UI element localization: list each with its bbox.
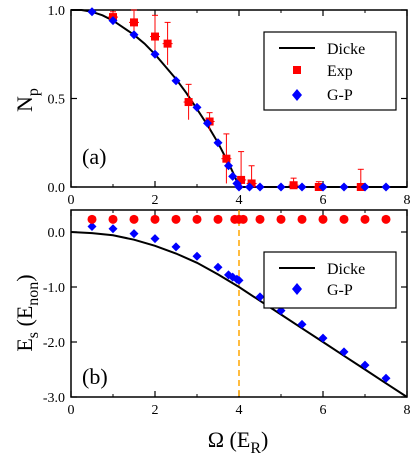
panel-b-point-red-dot (276, 214, 286, 224)
panel-b-label: (b) (82, 364, 108, 389)
panel-a-point-gp (245, 182, 254, 192)
panel-a-ytick-label: 0.0 (48, 181, 66, 196)
legend-b-gp-label: G-P (327, 282, 353, 299)
legend-dicke-label: Dicke (327, 41, 365, 58)
panel-a-point-exp (237, 175, 246, 184)
panel-a-point-gp (228, 171, 238, 181)
panel-b-point-gp (234, 275, 244, 285)
panel-b-ytick-label: 0.0 (48, 226, 66, 241)
panel-b-point-gp (192, 251, 202, 261)
panel-b-point-red-dot (318, 214, 328, 224)
panel-b-xtick-label: 8 (404, 403, 411, 418)
panel-a-xtick-label: 6 (320, 193, 327, 208)
legend-gp-label: G-P (327, 87, 353, 104)
panel-a-point-gp (339, 182, 349, 192)
panel-b-point-gp (213, 262, 223, 272)
panel-a-point-exp (289, 181, 298, 190)
panel-b-xtick-label: 6 (320, 403, 327, 418)
panel-a-point-gp (108, 16, 118, 26)
panel-a-point-gp (276, 182, 286, 192)
panel-b-point-red-dot (150, 214, 160, 224)
panel-b-point-red-dot (108, 214, 118, 224)
legend-b-gp-marker (292, 283, 302, 295)
panel-b-line-dicke (70, 231, 408, 398)
panel-b-point-red-dot (129, 214, 139, 224)
panel-b-legend: Dicke G-P (263, 251, 397, 309)
panel-b-point-gp (150, 234, 160, 244)
panel-b-point-red-dot (255, 214, 265, 224)
panel-b-point-red-dot (238, 214, 248, 224)
panel-b-ylabel: Es (Enon) (12, 274, 42, 351)
panel-b-point-red-dot (381, 214, 391, 224)
panel-b-point-gp (339, 347, 349, 357)
panel-a-point-gp (297, 182, 307, 192)
panel-a-xtick-label: 8 (404, 193, 411, 208)
panel-b-point-red-dot (360, 214, 370, 224)
panel-a-point-gp (203, 118, 212, 128)
legend-exp-marker (293, 66, 301, 74)
panel-a-point-gp (129, 30, 139, 40)
panel-b-point-gp (255, 292, 265, 302)
panel-b-point-gp (129, 229, 139, 239)
panel-b-point-red-dot (87, 214, 97, 224)
panel-b-ytick-label: -1.0 (43, 281, 65, 296)
panel-b-point-red-dot (339, 214, 349, 224)
panel-b-point-gp (171, 242, 181, 252)
panel-b-point-red-dot (297, 214, 307, 224)
panel-a-ylabel: Np (12, 88, 42, 112)
panel-b-point-gp (381, 373, 391, 383)
panel-a-point-gp (255, 182, 265, 192)
panel-b-point-gp (297, 319, 307, 329)
panel-a-ytick-label: 1.0 (48, 4, 66, 19)
panel-a-label: (a) (82, 144, 106, 169)
panel-b-point-gp (108, 224, 118, 234)
panel-b-xlabel: Ω (ER) (208, 427, 269, 457)
panel-a-point-gp (150, 49, 160, 59)
panel-a-point-gp (224, 161, 233, 171)
panel-b-ytick-label: -2.0 (43, 336, 65, 351)
panel-a-xtick-label: 2 (152, 193, 159, 208)
panel-b-xtick-label: 4 (236, 403, 243, 418)
panel-a-xtick-label: 4 (236, 193, 243, 208)
panel-a-xtick-label: 0 (68, 193, 75, 208)
panel-a-point-exp (222, 154, 231, 163)
panel-a-point-exp (151, 32, 159, 41)
panel-a-point-exp (247, 179, 256, 188)
panel-b-xtick-label: 0 (68, 403, 75, 418)
panel-b-point-gp (318, 333, 328, 343)
panel-a-point-gp (171, 76, 181, 86)
panel-a-point-gp (360, 182, 370, 192)
panel-a-point-gp (192, 102, 202, 112)
panel-a-ytick-label: 0.5 (48, 93, 66, 108)
panel-a-point-exp (163, 39, 172, 48)
panel-b-ytick-label: -3.0 (43, 391, 65, 406)
panel-a-point-gp (213, 138, 223, 148)
panel-b-point-red-dot (192, 214, 202, 224)
legend-exp-label: Exp (327, 63, 353, 80)
legend-b-dicke-label: Dicke (327, 261, 365, 278)
panel-a-legend: Dicke Exp G-P (263, 31, 397, 111)
panel-b-point-gp (87, 222, 97, 231)
panel-b-point-gp (360, 360, 370, 370)
panel-b-point-red-dot (213, 214, 223, 224)
panel-a-point-gp (381, 182, 391, 192)
panel-a-point-gp (234, 182, 244, 192)
panel-a-point-gp (87, 7, 97, 17)
legend-gp-marker (292, 89, 302, 101)
panel-a: 0 2 4 6 8 0.0 0.5 1.0 (a) Np Dicke Exp G-P (12, 4, 411, 208)
panel-b-xtick-label: 2 (152, 403, 159, 418)
panel-a-point-exp (184, 98, 193, 107)
panel-b-point-red-dot (171, 214, 181, 224)
panel-a-point-exp (130, 18, 138, 27)
panel-b: 0 2 4 6 8 0.0 -1.0 -2.0 -3.0 (b) Es (Enon) Ω (ER… (12, 209, 411, 457)
panel-a-point-gp (318, 182, 328, 192)
